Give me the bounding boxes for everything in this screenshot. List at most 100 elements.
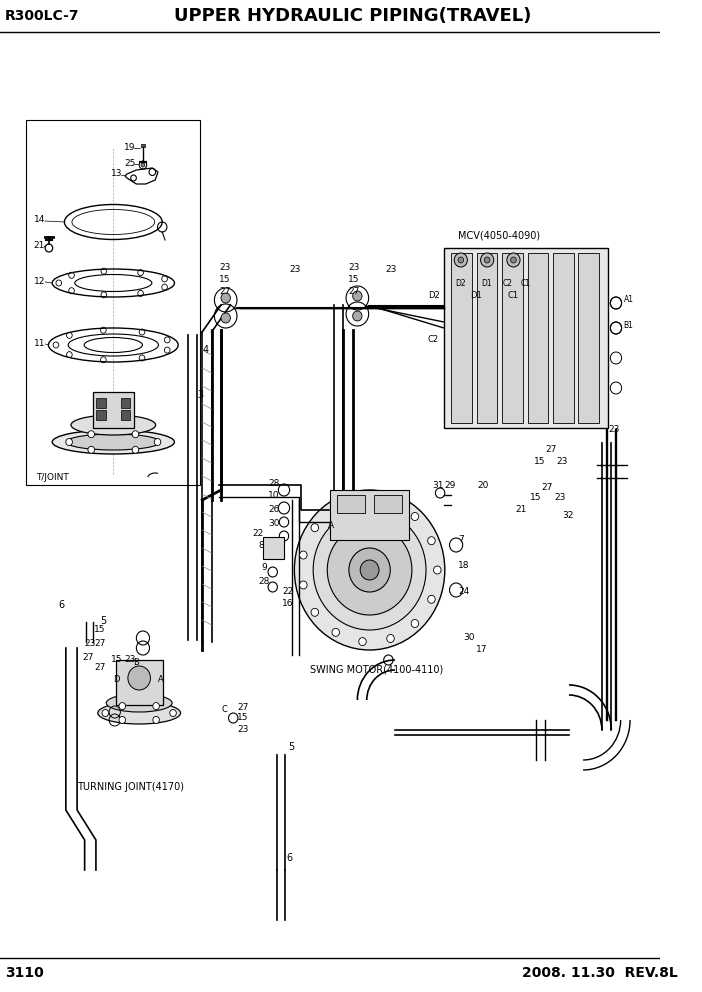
Text: D2: D2 <box>428 291 439 300</box>
Text: 23: 23 <box>348 264 359 273</box>
Text: 28: 28 <box>268 478 279 487</box>
Text: D: D <box>113 676 119 684</box>
Circle shape <box>349 548 390 592</box>
Text: 22: 22 <box>282 587 293 596</box>
Text: 27: 27 <box>219 288 230 297</box>
Text: 23: 23 <box>290 266 301 275</box>
Text: 17: 17 <box>476 646 487 655</box>
Text: 15: 15 <box>348 276 359 285</box>
Text: 23: 23 <box>609 426 620 434</box>
Circle shape <box>128 666 150 690</box>
Circle shape <box>428 595 435 603</box>
Text: 27: 27 <box>83 653 94 662</box>
Text: 28: 28 <box>258 577 270 586</box>
Text: 2008. 11.30  REV.8L: 2008. 11.30 REV.8L <box>522 966 677 980</box>
Circle shape <box>458 257 463 263</box>
Circle shape <box>294 490 445 650</box>
Circle shape <box>359 494 366 502</box>
Text: MCV(4050-4090): MCV(4050-4090) <box>458 231 540 241</box>
Text: 12: 12 <box>34 277 45 286</box>
Text: 20: 20 <box>478 480 489 489</box>
Circle shape <box>153 716 159 723</box>
Text: 5: 5 <box>100 616 107 626</box>
Circle shape <box>454 253 468 267</box>
Text: 27: 27 <box>94 664 105 673</box>
Circle shape <box>132 431 139 437</box>
Circle shape <box>170 709 176 716</box>
Text: A: A <box>158 676 164 684</box>
Text: 27: 27 <box>237 703 249 712</box>
Text: 15: 15 <box>219 276 231 285</box>
Text: R300LC-7: R300LC-7 <box>5 9 79 23</box>
Text: 23: 23 <box>557 457 568 466</box>
Text: 23: 23 <box>385 266 397 275</box>
Text: 22: 22 <box>252 530 263 539</box>
Text: 7: 7 <box>458 536 464 545</box>
Circle shape <box>359 638 366 646</box>
Text: 6: 6 <box>58 600 65 610</box>
Text: C: C <box>222 705 228 714</box>
Text: 4: 4 <box>202 345 208 355</box>
Text: A1: A1 <box>623 296 633 305</box>
Text: 16: 16 <box>282 599 293 608</box>
Text: 10: 10 <box>268 490 279 500</box>
Text: 30: 30 <box>463 634 475 643</box>
Circle shape <box>102 709 109 716</box>
Text: 18: 18 <box>458 560 470 569</box>
Bar <box>444 248 609 428</box>
Circle shape <box>311 524 319 532</box>
Text: 11: 11 <box>34 338 46 347</box>
Text: 15: 15 <box>111 656 122 665</box>
Text: 15: 15 <box>237 713 249 722</box>
Text: D1: D1 <box>482 279 492 288</box>
Text: 32: 32 <box>562 511 574 520</box>
Bar <box>121 410 131 420</box>
Text: 8: 8 <box>258 542 265 551</box>
Bar <box>337 495 365 513</box>
Text: 3110: 3110 <box>5 966 44 980</box>
Text: 23: 23 <box>219 264 230 273</box>
Text: B1: B1 <box>623 320 633 329</box>
Text: C2: C2 <box>428 335 439 344</box>
Circle shape <box>387 498 395 506</box>
Text: 29: 29 <box>445 480 456 489</box>
Text: 15: 15 <box>94 626 105 635</box>
Text: TURNING JOINT(4170): TURNING JOINT(4170) <box>77 782 184 792</box>
Text: UPPER HYDRAULIC PIPING(TRAVEL): UPPER HYDRAULIC PIPING(TRAVEL) <box>174 7 531 25</box>
Text: 14: 14 <box>34 215 45 224</box>
Bar <box>96 410 106 420</box>
Text: 27: 27 <box>94 639 105 648</box>
Circle shape <box>434 566 441 574</box>
Text: 27: 27 <box>545 445 557 454</box>
Text: 25: 25 <box>124 159 135 168</box>
Bar <box>578 253 599 423</box>
Bar <box>553 253 574 423</box>
Bar <box>116 660 163 705</box>
Bar <box>121 398 131 408</box>
Bar <box>477 253 498 423</box>
Ellipse shape <box>52 430 175 454</box>
Circle shape <box>484 257 490 263</box>
Bar <box>27 120 200 485</box>
Circle shape <box>132 446 139 453</box>
Circle shape <box>313 510 426 630</box>
Text: 5: 5 <box>288 742 294 752</box>
Circle shape <box>327 525 412 615</box>
Circle shape <box>352 311 362 321</box>
Text: 21: 21 <box>34 241 45 251</box>
Text: 24: 24 <box>458 587 469 596</box>
Bar <box>330 490 409 540</box>
Circle shape <box>481 253 494 267</box>
Text: 27: 27 <box>542 482 553 491</box>
Ellipse shape <box>66 434 160 450</box>
Ellipse shape <box>98 702 180 724</box>
Circle shape <box>507 253 520 267</box>
Circle shape <box>153 702 159 709</box>
Text: 6: 6 <box>287 853 293 863</box>
Text: D1: D1 <box>470 291 482 300</box>
Text: 21: 21 <box>515 506 526 515</box>
Ellipse shape <box>106 694 172 712</box>
Circle shape <box>411 513 418 521</box>
Circle shape <box>332 628 340 636</box>
Circle shape <box>88 446 95 453</box>
